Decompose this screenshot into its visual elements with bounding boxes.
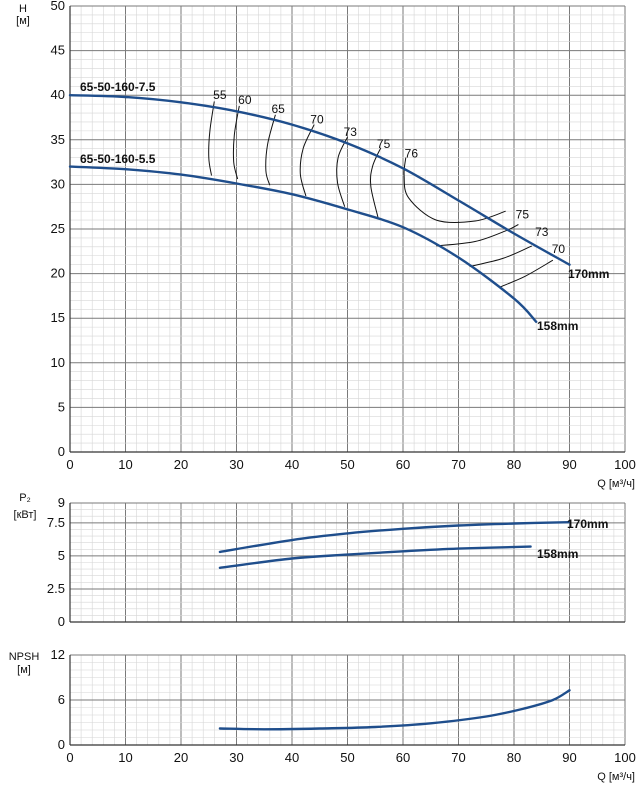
y-tick-label: 0 <box>58 614 65 629</box>
end-label-158mm: 158mm <box>537 319 578 333</box>
series-line <box>68 165 538 323</box>
efficiency-line <box>299 124 315 197</box>
power-chart-ticks: 0 2.5 5 7.5 9 <box>47 495 65 629</box>
power-y-label-1: P₂ <box>19 492 31 504</box>
efficiency-line <box>232 105 240 180</box>
y-tick-label: 45 <box>51 43 65 58</box>
npsh-x-label: Q [м³/ч] <box>597 771 635 783</box>
y-tick-label: 6 <box>58 692 65 707</box>
efficiency-line <box>436 224 519 247</box>
npsh-y-label-1: NPSH <box>9 651 40 663</box>
y-tick-label: 25 <box>51 221 65 236</box>
y-tick-label: 20 <box>51 266 65 281</box>
npsh-chart-ticks: 0 6 12 0 10 20 30 40 50 60 70 80 90 100 <box>51 647 636 765</box>
x-tick-label: 60 <box>396 750 410 765</box>
efficiency-line <box>499 259 554 288</box>
x-tick-label: 30 <box>229 457 243 472</box>
y-tick-label: 5 <box>58 548 65 563</box>
y-tick-label: 40 <box>51 87 65 102</box>
head-chart-ticks: 0 5 10 15 20 25 30 35 40 45 50 0 10 20 30 40 50 60 70 80 90 1… <box>51 0 636 472</box>
efficiency-label: 70 <box>310 113 324 127</box>
series-line <box>218 545 532 569</box>
head-chart-grid <box>69 5 626 453</box>
y-tick-label: 50 <box>51 0 65 13</box>
power-chart-grid <box>69 502 626 623</box>
x-tick-label: 70 <box>451 457 465 472</box>
x-tick-label: 0 <box>66 750 73 765</box>
x-tick-label: 100 <box>614 750 636 765</box>
efficiency-label: 73 <box>535 225 549 239</box>
efficiency-label: 65 <box>271 102 285 116</box>
series-line <box>68 94 571 266</box>
y-tick-label: 35 <box>51 132 65 147</box>
y-tick-label: 0 <box>58 444 65 459</box>
x-tick-label: 90 <box>562 750 576 765</box>
efficiency-label: 75 <box>377 137 391 151</box>
y-tick-label: 12 <box>51 647 65 662</box>
power-label-170mm: 170mm <box>567 517 608 531</box>
efficiency-line <box>469 245 533 267</box>
x-tick-label: 0 <box>66 457 73 472</box>
head-curves <box>68 94 571 323</box>
npsh-chart-grid <box>69 654 626 746</box>
npsh-y-label-2: [м] <box>17 664 31 676</box>
efficiency-line <box>208 101 215 176</box>
y-tick-label: 7.5 <box>47 515 65 530</box>
y-tick-label: 30 <box>51 176 65 191</box>
x-tick-label: 80 <box>507 457 521 472</box>
power-curves <box>218 521 571 569</box>
series-label-7-5: 65-50-160-7.5 <box>80 80 156 94</box>
x-tick-label: 10 <box>118 457 132 472</box>
y-tick-label: 0 <box>58 737 65 752</box>
x-tick-label: 50 <box>340 750 354 765</box>
x-tick-label: 100 <box>614 457 636 472</box>
efficiency-line <box>336 136 348 207</box>
x-tick-label: 40 <box>285 750 299 765</box>
series-label-5-5: 65-50-160-5.5 <box>80 152 156 166</box>
x-tick-label: 60 <box>396 457 410 472</box>
x-tick-label: 20 <box>174 750 188 765</box>
x-tick-label: 40 <box>285 457 299 472</box>
efficiency-label: 75 <box>516 207 530 221</box>
power-chart: 0 2.5 5 7.5 9 P₂ [кВт] 170mm 158mm <box>14 492 626 629</box>
series-line <box>218 521 571 554</box>
efficiency-label: 55 <box>213 88 227 102</box>
head-x-label: Q [м³/ч] <box>597 478 635 490</box>
series-line <box>218 689 571 731</box>
y-tick-label: 15 <box>51 310 65 325</box>
y-tick-label: 5 <box>58 399 65 414</box>
power-y-label-2: [кВт] <box>14 509 37 521</box>
efficiency-label: 70 <box>552 242 566 256</box>
efficiency-label: 73 <box>344 125 358 139</box>
npsh-curves <box>218 689 571 731</box>
x-tick-label: 30 <box>229 750 243 765</box>
power-label-158mm: 158mm <box>537 547 578 561</box>
x-tick-label: 80 <box>507 750 521 765</box>
head-y-label-2: [м] <box>16 15 30 27</box>
x-tick-label: 10 <box>118 750 132 765</box>
x-tick-label: 20 <box>174 457 188 472</box>
x-tick-label: 90 <box>562 457 576 472</box>
efficiency-label: 76 <box>405 147 419 161</box>
efficiency-line <box>369 147 382 218</box>
y-tick-label: 10 <box>51 355 65 370</box>
efficiency-line <box>265 114 276 186</box>
efficiency-label: 60 <box>238 93 252 107</box>
npsh-chart: 0 6 12 0 10 20 30 40 50 60 70 80 90 100 NPSH [м] Q [м… <box>9 647 636 783</box>
y-tick-label: 2.5 <box>47 581 65 596</box>
y-tick-label: 9 <box>58 495 65 510</box>
head-y-label-1: H <box>19 3 27 15</box>
efficiency-line <box>403 157 506 224</box>
x-tick-label: 50 <box>340 457 354 472</box>
x-tick-label: 70 <box>451 750 465 765</box>
end-label-170mm: 170mm <box>568 267 609 281</box>
